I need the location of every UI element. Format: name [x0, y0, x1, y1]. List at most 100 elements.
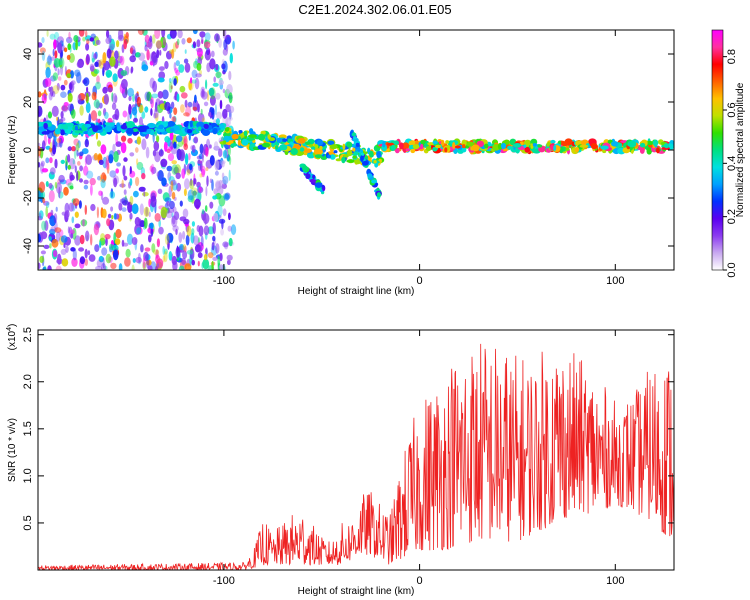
- spectrogram-cell: [137, 125, 147, 133]
- spectrogram-cell: [639, 147, 645, 154]
- spectrogram-cell: [410, 148, 416, 154]
- spectrogram-cell: [153, 112, 157, 119]
- spectrogram-cell: [104, 233, 111, 240]
- spectrogram-cell: [278, 134, 287, 139]
- spectrogram-cell: [106, 48, 112, 59]
- spectrogram-cell: [361, 160, 369, 166]
- spectrogram-cell: [663, 143, 670, 149]
- spectrogram-cell: [342, 143, 346, 150]
- spectrogram-cell: [299, 147, 305, 152]
- spectrogram-cell: [524, 146, 531, 153]
- spectrogram-cell: [85, 230, 90, 242]
- spectrogram-cell: [144, 106, 149, 113]
- spectrogram-cell: [158, 66, 165, 71]
- spectrogram-cell: [71, 257, 78, 267]
- spectrogram-cell: [190, 232, 195, 244]
- spectrogram-cell: [579, 144, 589, 148]
- snr-ylabel: SNR (10 * v/v): [7, 418, 18, 482]
- spectrogram-cell: [135, 147, 139, 153]
- spectrogram-cell: [55, 116, 59, 121]
- spectrogram-cell: [228, 92, 233, 104]
- spectrogram-cell: [111, 215, 114, 220]
- spectrogram-cell: [163, 248, 168, 255]
- spectrogram-cell: [53, 213, 58, 224]
- spectrogram-cell: [58, 56, 65, 69]
- spectrogram-cell: [373, 160, 377, 164]
- spectrogram-cell: [179, 85, 186, 93]
- spectrogram-cell: [191, 259, 195, 266]
- spectrogram-cell: [228, 169, 231, 181]
- spectrogram-cell: [177, 30, 183, 39]
- spectrogram-cell: [149, 35, 153, 43]
- spectrogram-cell: [106, 162, 110, 174]
- spectrogram-cell: [114, 108, 120, 121]
- spectrogram-cell: [76, 60, 84, 68]
- spectrogram-cell: [84, 258, 89, 266]
- spectrogram-cell: [221, 172, 225, 180]
- spectrogram-cell: [173, 78, 177, 86]
- spectrogram-cell: [102, 174, 107, 181]
- spectrogram-cell: [105, 237, 108, 247]
- colorbar-tick-label: 0.8: [726, 49, 738, 64]
- spectrogram-cell: [144, 91, 150, 102]
- spectrogram-cell: [219, 99, 223, 110]
- spectrogram-cell: [166, 200, 170, 207]
- spectrogram-cell: [40, 231, 48, 240]
- spectrogram-cell: [182, 250, 188, 260]
- spectrogram-cell: [52, 85, 60, 95]
- spectrogram-cell: [131, 237, 138, 245]
- spectrogram-cell: [120, 142, 127, 154]
- spectrogram-cell: [67, 103, 74, 112]
- spectrogram-cell: [66, 54, 71, 61]
- spectrogram-cell: [217, 255, 221, 268]
- snr-plot-area: [38, 330, 674, 570]
- spectrogram-cell: [176, 38, 180, 46]
- spectrogram-cell: [187, 189, 195, 201]
- spectrogram-cell: [38, 181, 46, 193]
- spectrogram-cell: [40, 160, 45, 167]
- spectrogram-cell: [229, 109, 232, 120]
- spectrogram-cell: [152, 34, 156, 44]
- spectrogram-cell: [140, 244, 144, 253]
- spectrogram-cell: [168, 81, 173, 93]
- spectrogram-cell: [532, 143, 537, 147]
- spectrogram-cell: [79, 105, 84, 116]
- spectrogram-cell: [210, 50, 215, 58]
- spectrogram-cell: [646, 140, 654, 146]
- spectrogram-cell: [146, 122, 156, 129]
- spectrogram-cell: [164, 101, 171, 111]
- spectrogram-cell: [201, 209, 205, 215]
- spectrogram-cell: [207, 252, 214, 259]
- spectrogram-cell: [151, 166, 157, 174]
- spectrogram-cell: [219, 160, 226, 165]
- spectrogram-cell: [113, 151, 119, 163]
- spectrogram-cell: [62, 104, 65, 111]
- snr-frame: [37, 329, 675, 571]
- spectrogram-cell: [49, 167, 56, 175]
- spectrogram-cell: [204, 41, 211, 49]
- spectrogram-cell: [96, 259, 103, 268]
- spectrogram-cell: [229, 52, 233, 64]
- spectrogram-cell: [154, 101, 158, 113]
- spectrogram-cell: [48, 236, 52, 241]
- spectrogram-cell: [84, 248, 88, 259]
- y-tick-label: 0: [22, 147, 34, 153]
- spectrogram-cell: [63, 47, 68, 53]
- spectrogram-cell: [181, 38, 186, 45]
- spectrogram-cell: [122, 200, 129, 206]
- spectrogram-cell: [99, 174, 103, 182]
- spectrogram-cell: [189, 163, 193, 171]
- spectrogram-cell: [179, 243, 185, 251]
- spectrogram-cell: [132, 128, 139, 133]
- spectrogram-cell: [199, 31, 206, 38]
- spectrogram-cell: [141, 64, 149, 72]
- spectrogram-cell: [156, 171, 160, 177]
- spectrogram-cell: [202, 213, 210, 225]
- spectrogram-cell: [184, 153, 189, 166]
- spectrogram-cell: [197, 113, 205, 123]
- spectrogram-cell: [116, 40, 120, 48]
- spectrogram-cell: [435, 144, 441, 149]
- spectrogram-cell: [312, 174, 316, 179]
- spectrogram-cell: [67, 182, 74, 189]
- spectrogram-cell: [41, 220, 47, 231]
